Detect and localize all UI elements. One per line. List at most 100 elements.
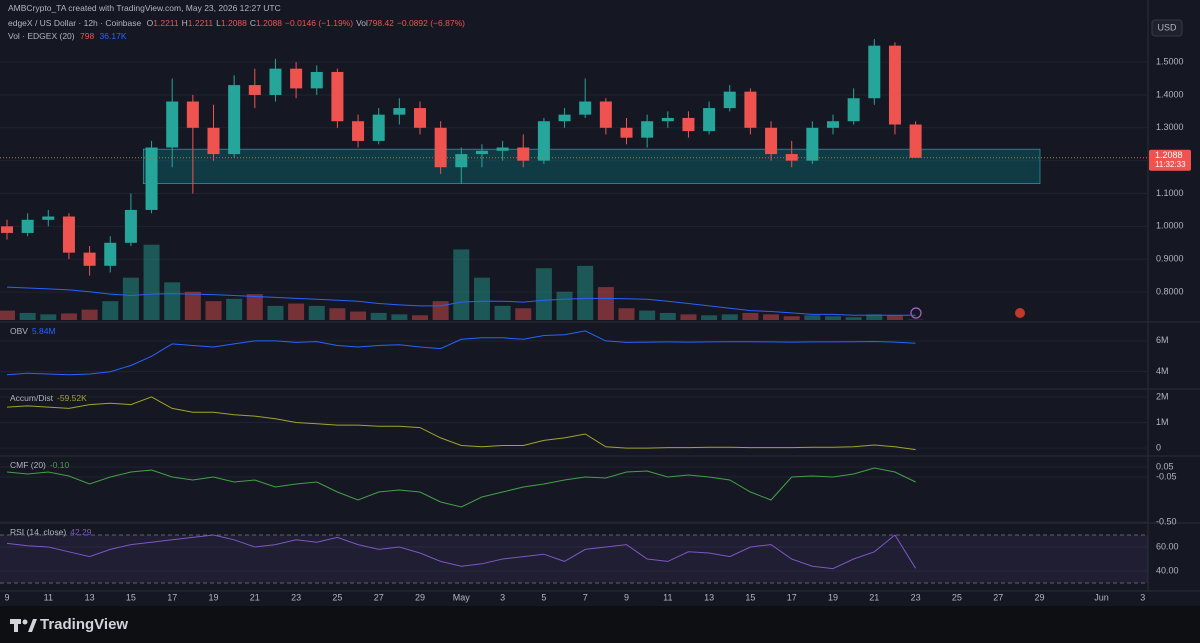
event-icon[interactable] <box>910 307 922 319</box>
candle-body <box>703 108 716 132</box>
candle-body <box>228 85 241 155</box>
y-tick-label: 60.00 <box>1156 541 1179 551</box>
candle-body <box>661 117 674 122</box>
y-tick-label: 0.05 <box>1156 461 1174 471</box>
x-tick-label: 25 <box>952 592 962 602</box>
ohlc-value: 1.2211 <box>187 18 214 28</box>
x-tick-label: 29 <box>415 592 425 602</box>
candle-body <box>331 71 344 122</box>
candle-body <box>579 101 592 115</box>
y-tick-label: 0 <box>1156 442 1161 452</box>
candle-body <box>145 147 158 210</box>
y-tick-label: 1M <box>1156 417 1169 427</box>
symbol-legend: edgeX / US Dollar · 12h · Coinbase O1.22… <box>8 18 468 28</box>
volume-bar <box>618 308 635 320</box>
x-tick-label: 19 <box>208 592 218 602</box>
indicator-name: CMF (20) <box>10 460 46 470</box>
x-tick-label: 13 <box>704 592 714 602</box>
last-price-box <box>1149 149 1191 171</box>
candle-body <box>1 226 13 233</box>
volume-legend: Vol · EDGEX (20) 798 36.17K <box>8 31 130 41</box>
x-tick-label: 27 <box>374 592 384 602</box>
volume-bar <box>246 294 263 320</box>
volume-bar <box>494 305 511 320</box>
volume-bar <box>19 312 36 320</box>
volume-bar <box>515 308 532 320</box>
ohlc-key: C <box>249 18 257 28</box>
candle-body <box>868 45 881 99</box>
candle-body <box>620 127 633 138</box>
candle-body <box>352 121 365 141</box>
volume-name: Vol · EDGEX (20) <box>8 31 75 41</box>
y-tick-label: 2M <box>1156 391 1169 401</box>
candle-body <box>166 101 179 148</box>
indicator-line <box>6 330 916 376</box>
x-tick-label: 23 <box>291 592 301 602</box>
ohlc-value: 1.2211 <box>153 18 179 28</box>
volume-bar <box>40 314 57 320</box>
y-tick-label: 6M <box>1156 335 1169 345</box>
y-tick-label: 1.4000 <box>1156 89 1184 99</box>
x-tick-label: 15 <box>126 592 136 602</box>
volume-bar <box>701 315 718 320</box>
x-tick-label: 19 <box>828 592 838 602</box>
volume-bar <box>267 305 284 320</box>
candle-body <box>104 242 117 266</box>
volume-bar <box>143 244 160 320</box>
candle-body <box>785 154 798 161</box>
volume-bar <box>329 308 346 320</box>
volume-bar <box>60 313 77 320</box>
obv-legend: OBV 5.84M <box>10 326 60 336</box>
indicator-line <box>6 534 917 570</box>
volume-bar <box>742 312 759 320</box>
volume-value: 798 <box>79 31 95 41</box>
grid <box>0 61 1148 572</box>
volume-bar <box>164 282 181 320</box>
volume-bar <box>412 315 428 320</box>
candle-body <box>434 127 447 168</box>
candle-body <box>207 127 220 155</box>
volume-bar <box>763 314 780 320</box>
candle-body <box>599 101 612 128</box>
cmf-legend: CMF (20) -0.10 <box>10 460 73 470</box>
indicator-name: OBV <box>10 326 28 336</box>
candle-body <box>83 252 96 266</box>
candle-body <box>744 91 757 128</box>
volume-bar <box>81 309 98 320</box>
rsi-legend: RSI (14, close) 42.29 <box>10 527 96 537</box>
x-tick-label: 5 <box>541 592 546 602</box>
y-tick-label: 1.0000 <box>1156 221 1184 231</box>
volume-bar <box>680 314 697 320</box>
brand-logo <box>10 619 37 632</box>
volume-bar <box>226 298 243 320</box>
y-tick-label: 1.1000 <box>1156 188 1184 198</box>
candle-body <box>765 127 778 155</box>
volume-bar <box>597 287 614 320</box>
candle-body <box>414 108 426 128</box>
indicator-line <box>6 467 916 508</box>
y-tick-label: 1.5000 <box>1156 56 1184 66</box>
ohlc-value: 1.2088 <box>220 18 247 28</box>
y-tick-label: -0.50 <box>1156 516 1177 526</box>
symbol: edgeX / US Dollar · 12h · Coinbase <box>8 18 142 28</box>
candle-body <box>124 209 137 243</box>
footer: TradingView <box>0 606 1200 643</box>
vol-key: Vol <box>356 18 368 28</box>
volume-ma-line <box>6 286 916 316</box>
candle-body <box>475 150 488 155</box>
support-zone <box>142 148 1041 184</box>
candle-body <box>888 45 901 125</box>
x-tick-label: 23 <box>911 592 921 602</box>
volume-bar <box>556 291 573 320</box>
chart-background <box>0 0 1200 606</box>
x-tick-label: 17 <box>167 592 177 602</box>
x-tick-label: Jun <box>1094 592 1109 602</box>
indicator-value: -59.52K <box>56 393 87 403</box>
pane-separators <box>0 0 1200 592</box>
event-icon[interactable] <box>1015 308 1025 318</box>
volume-bar <box>825 316 841 320</box>
volume-bar <box>866 314 883 320</box>
currency: USD <box>1157 22 1177 32</box>
indicator-value: -0.10 <box>49 460 70 470</box>
